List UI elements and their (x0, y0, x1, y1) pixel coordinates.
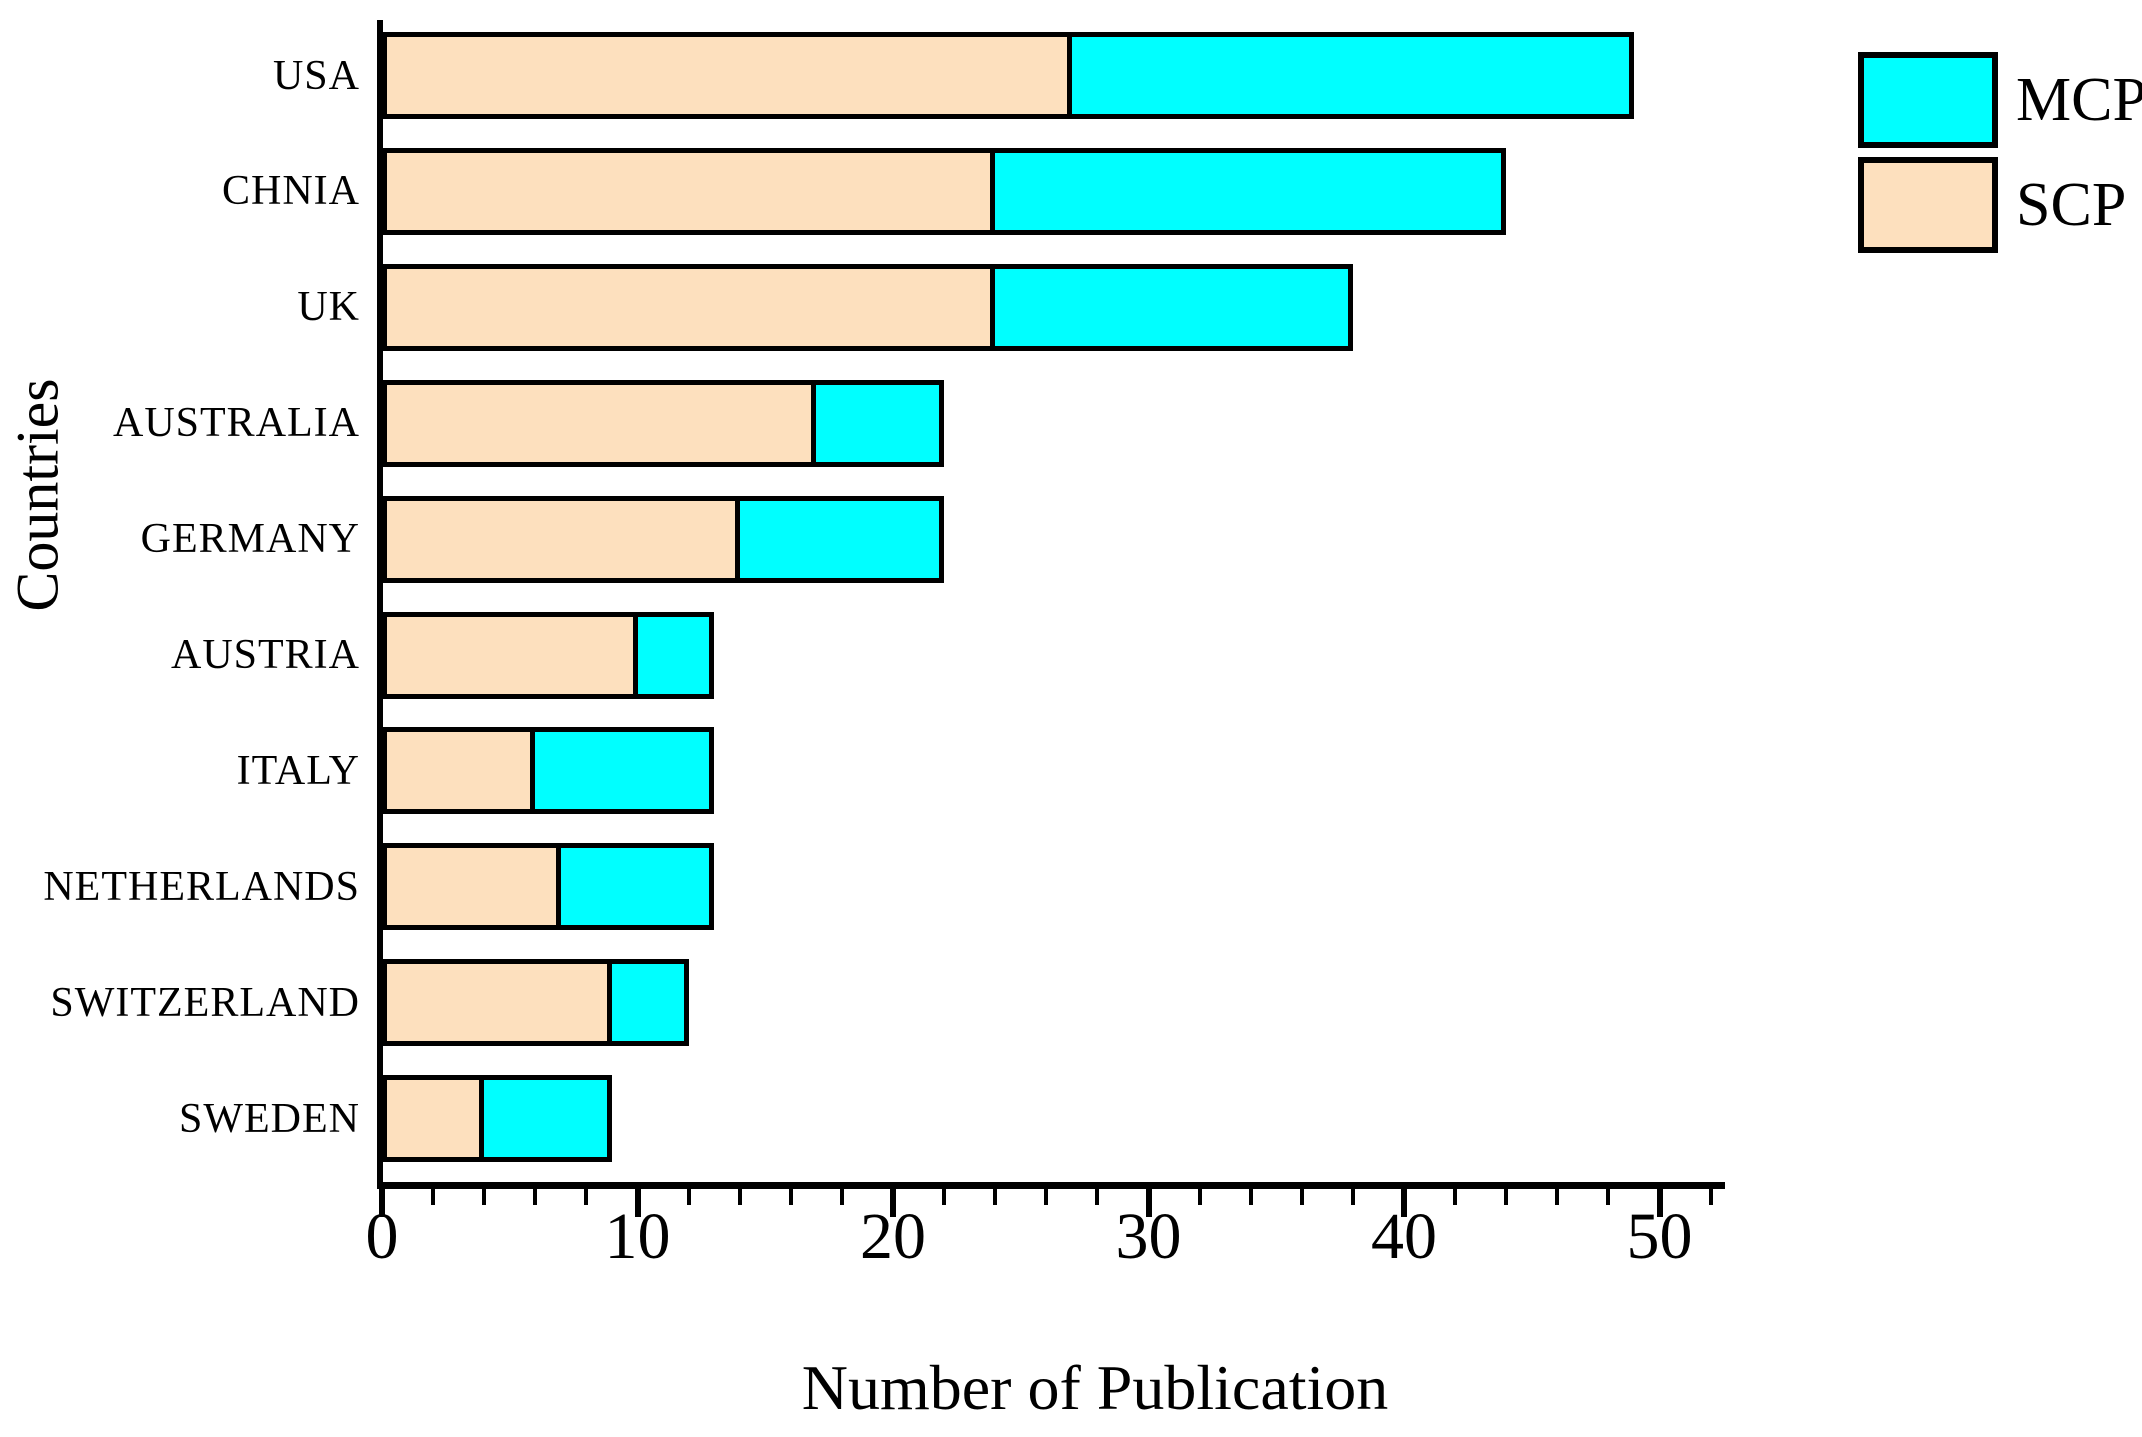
category-label-australia: AUSTRALIA (113, 400, 360, 447)
minor-tick-42 (1453, 1189, 1458, 1205)
category-label-switzerland: SWITZERLAND (50, 979, 360, 1026)
bar-mcp-austria (632, 611, 715, 699)
minor-tick-38 (1350, 1189, 1355, 1205)
bar-mcp-australia (811, 379, 945, 467)
minor-tick-26 (1044, 1189, 1049, 1205)
bar-scp-switzerland (382, 959, 612, 1047)
bar-mcp-switzerland (606, 959, 689, 1047)
minor-tick-16 (788, 1189, 793, 1205)
minor-tick-4 (482, 1189, 487, 1205)
category-label-netherlands: NETHERLANDS (43, 863, 360, 910)
bar-scp-chnia (382, 147, 996, 235)
minor-tick-48 (1606, 1189, 1611, 1205)
major-tick-10 (634, 1189, 641, 1217)
major-tick-40 (1401, 1189, 1407, 1217)
bar-scp-italy (382, 727, 536, 815)
minor-tick-14 (737, 1189, 742, 1205)
bar-mcp-sweden (479, 1075, 612, 1163)
minor-tick-52 (1708, 1189, 1713, 1205)
bar-mcp-netherlands (555, 843, 715, 931)
x-tick-label-0: 0 (365, 1200, 399, 1273)
legend: MCP SCP (1858, 52, 2142, 262)
bar-scp-australia (382, 379, 817, 467)
bar-mcp-italy (530, 727, 715, 815)
legend-label-scp: SCP (2016, 171, 2127, 239)
bar-mcp-usa (1066, 32, 1634, 119)
minor-tick-6 (533, 1189, 538, 1205)
x-axis-title: Number of Publication (801, 1352, 1389, 1423)
bar-scp-netherlands (382, 843, 561, 931)
minor-tick-24 (993, 1189, 998, 1205)
bar-mcp-chnia (990, 147, 1507, 235)
category-label-chnia: CHNIA (222, 168, 360, 215)
bar-scp-austria (382, 611, 638, 699)
x-tick-label-30: 30 (1115, 1200, 1182, 1273)
bar-scp-sweden (382, 1075, 485, 1163)
legend-swatch-mcp (1858, 52, 1998, 148)
category-label-italy: ITALY (236, 747, 360, 794)
y-axis-line (377, 20, 383, 1189)
minor-tick-22 (942, 1189, 947, 1205)
category-label-austria: AUSTRIA (170, 632, 360, 678)
category-label-uk: UK (297, 284, 360, 331)
minor-tick-28 (1095, 1189, 1100, 1205)
legend-label-mcp: MCP (2016, 66, 2142, 134)
y-axis-title: Countries (4, 378, 71, 612)
category-label-usa: USA (272, 52, 360, 99)
bar-mcp-germany (734, 495, 945, 583)
x-axis-line (377, 1182, 1725, 1189)
major-tick-50 (1656, 1189, 1663, 1217)
legend-item-mcp: MCP (1858, 52, 2142, 148)
legend-swatch-scp (1858, 157, 1998, 253)
category-label-sweden: SWEDEN (179, 1095, 360, 1142)
minor-tick-12 (686, 1189, 691, 1205)
minor-tick-2 (431, 1189, 436, 1205)
bar-scp-germany (382, 495, 740, 583)
minor-tick-46 (1555, 1189, 1560, 1205)
major-tick-20 (890, 1189, 896, 1217)
x-tick-label-10: 10 (604, 1200, 671, 1273)
minor-tick-34 (1248, 1189, 1253, 1205)
major-tick-0 (379, 1189, 385, 1217)
x-tick-label-50: 50 (1626, 1200, 1693, 1273)
x-tick-label-20: 20 (860, 1200, 926, 1273)
bar-mcp-uk (990, 263, 1353, 351)
x-tick-label-40: 40 (1371, 1200, 1437, 1273)
bar-scp-uk (382, 263, 996, 351)
category-label-germany: GERMANY (140, 516, 360, 563)
minor-tick-32 (1197, 1189, 1202, 1205)
minor-tick-44 (1504, 1189, 1509, 1205)
minor-tick-8 (584, 1189, 589, 1205)
minor-tick-36 (1299, 1189, 1304, 1205)
major-tick-30 (1145, 1189, 1152, 1217)
bar-scp-usa (382, 32, 1072, 119)
legend-item-scp: SCP (1858, 157, 2142, 253)
minor-tick-18 (839, 1189, 844, 1205)
